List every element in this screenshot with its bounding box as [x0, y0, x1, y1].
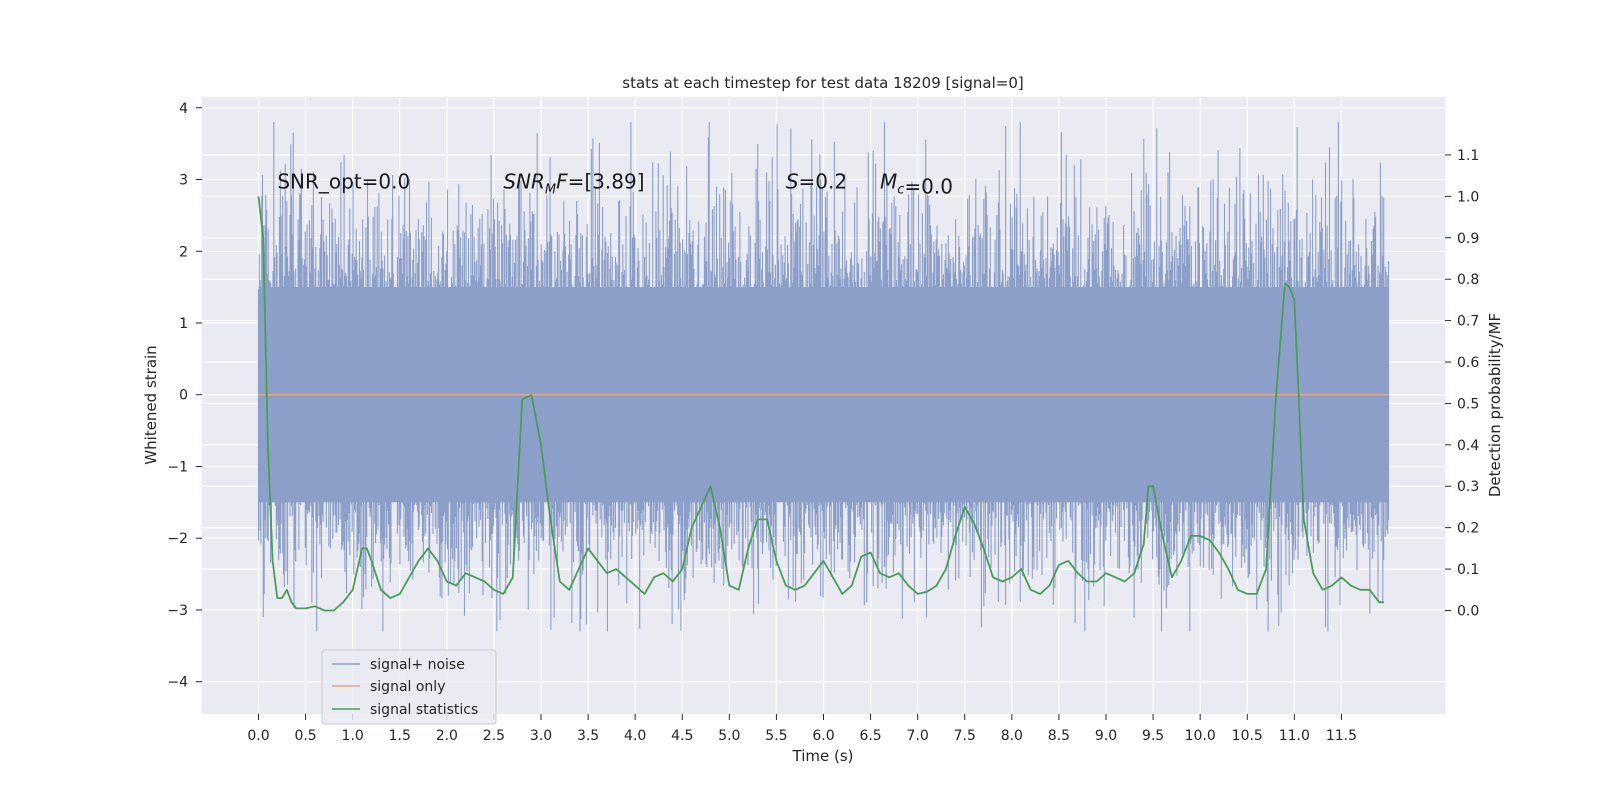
y-tick-label-right: 0.0: [1457, 603, 1479, 619]
x-tick-label: 2.0: [436, 728, 458, 744]
x-tick-label: 0.5: [294, 728, 316, 744]
y-tick-label-right: 0.7: [1457, 314, 1479, 330]
y-tick-label-right: 0.8: [1457, 272, 1479, 288]
y-tick-label-right: 0.5: [1457, 396, 1479, 412]
x-tick-label: 5.5: [765, 728, 787, 744]
y-tick-label-left: −3: [167, 603, 188, 619]
y-tick-label-right: 0.4: [1457, 438, 1479, 454]
y-tick-label-left: 0: [179, 388, 188, 404]
x-tick-label: 5.0: [718, 728, 740, 744]
x-tick-label: 9.0: [1095, 728, 1117, 744]
y-tick-label-left: 3: [179, 173, 188, 189]
x-tick-label: 11.5: [1326, 728, 1357, 744]
legend-box: [321, 649, 497, 725]
y-tick-label-left: 2: [179, 244, 188, 260]
y-tick-label-left: −4: [167, 675, 188, 691]
x-tick-label: 8.5: [1048, 728, 1070, 744]
y-tick-label-right: 1.1: [1457, 148, 1479, 164]
x-tick-label: 4.0: [624, 728, 646, 744]
y-tick-label-right: 0.2: [1457, 521, 1479, 537]
x-tick-label: 2.5: [483, 728, 505, 744]
legend-label-signal-plus-noise: signal+ noise: [370, 657, 465, 673]
legend: signal+ noise signal only signal statist…: [321, 649, 497, 725]
y-tick-label-right: 0.1: [1457, 562, 1479, 578]
x-tick-label: 1.0: [342, 728, 364, 744]
x-tick-label: 6.0: [812, 728, 834, 744]
y-tick-label-right: 0.9: [1457, 231, 1479, 247]
x-tick-label: 4.5: [671, 728, 693, 744]
y-axis-label-left: Whitened strain: [142, 345, 160, 464]
y-tick-label-right: 1.0: [1457, 189, 1479, 205]
x-tick-label: 9.5: [1142, 728, 1164, 744]
x-tick-label: 7.0: [907, 728, 929, 744]
x-tick-label: 0.0: [247, 728, 269, 744]
x-tick-label: 10.0: [1185, 728, 1216, 744]
x-axis-label: Time (s): [792, 747, 854, 765]
x-tick-label: 8.0: [1001, 728, 1023, 744]
annotation-1: SNRMF=[3.89]: [503, 170, 644, 198]
x-tick-label: 3.0: [530, 728, 552, 744]
noise-spikes: [257, 122, 1390, 632]
x-tick-label: 6.5: [859, 728, 881, 744]
y-tick-label-left: 1: [179, 316, 188, 332]
y-tick-label-left: −1: [167, 459, 188, 475]
x-tick-label: 7.5: [954, 728, 976, 744]
y-tick-label-left: 4: [179, 101, 188, 117]
x-tick-label: 10.5: [1232, 728, 1263, 744]
y-tick-label-right: 0.3: [1457, 479, 1479, 495]
y-tick-label-left: −2: [167, 531, 188, 547]
x-tick-label: 3.5: [577, 728, 599, 744]
series-lines: [257, 196, 1389, 612]
annotation-2: S=0.2: [786, 170, 847, 194]
y-tick-label-right: 0.6: [1457, 355, 1479, 371]
signal-statistics-line: [257, 196, 1384, 612]
annotation-3: Mc=0.0: [880, 170, 953, 199]
x-tick-label: 1.5: [389, 728, 411, 744]
annotation-0: SNR_opt=0.0: [277, 170, 410, 194]
x-tick-label: 11.0: [1279, 728, 1310, 744]
legend-label-signal-only: signal only: [370, 679, 445, 695]
annotations: SNR_opt=0.0 SNRMF=[3.89] S=0.2 Mc=0.0: [277, 170, 953, 199]
axis-ticks: 0.0 0.5 1.0 1.5 2.0 2.5 3.0 3.5 4.0 4.5 5.0 5.5 6.0 6…: [167, 101, 1479, 744]
legend-label-signal-statistics: signal statistics: [370, 702, 478, 718]
y-axis-label-right: Detection probability/MF: [1486, 313, 1504, 497]
chart-title: stats at each timestep for test data 182…: [622, 74, 1023, 92]
